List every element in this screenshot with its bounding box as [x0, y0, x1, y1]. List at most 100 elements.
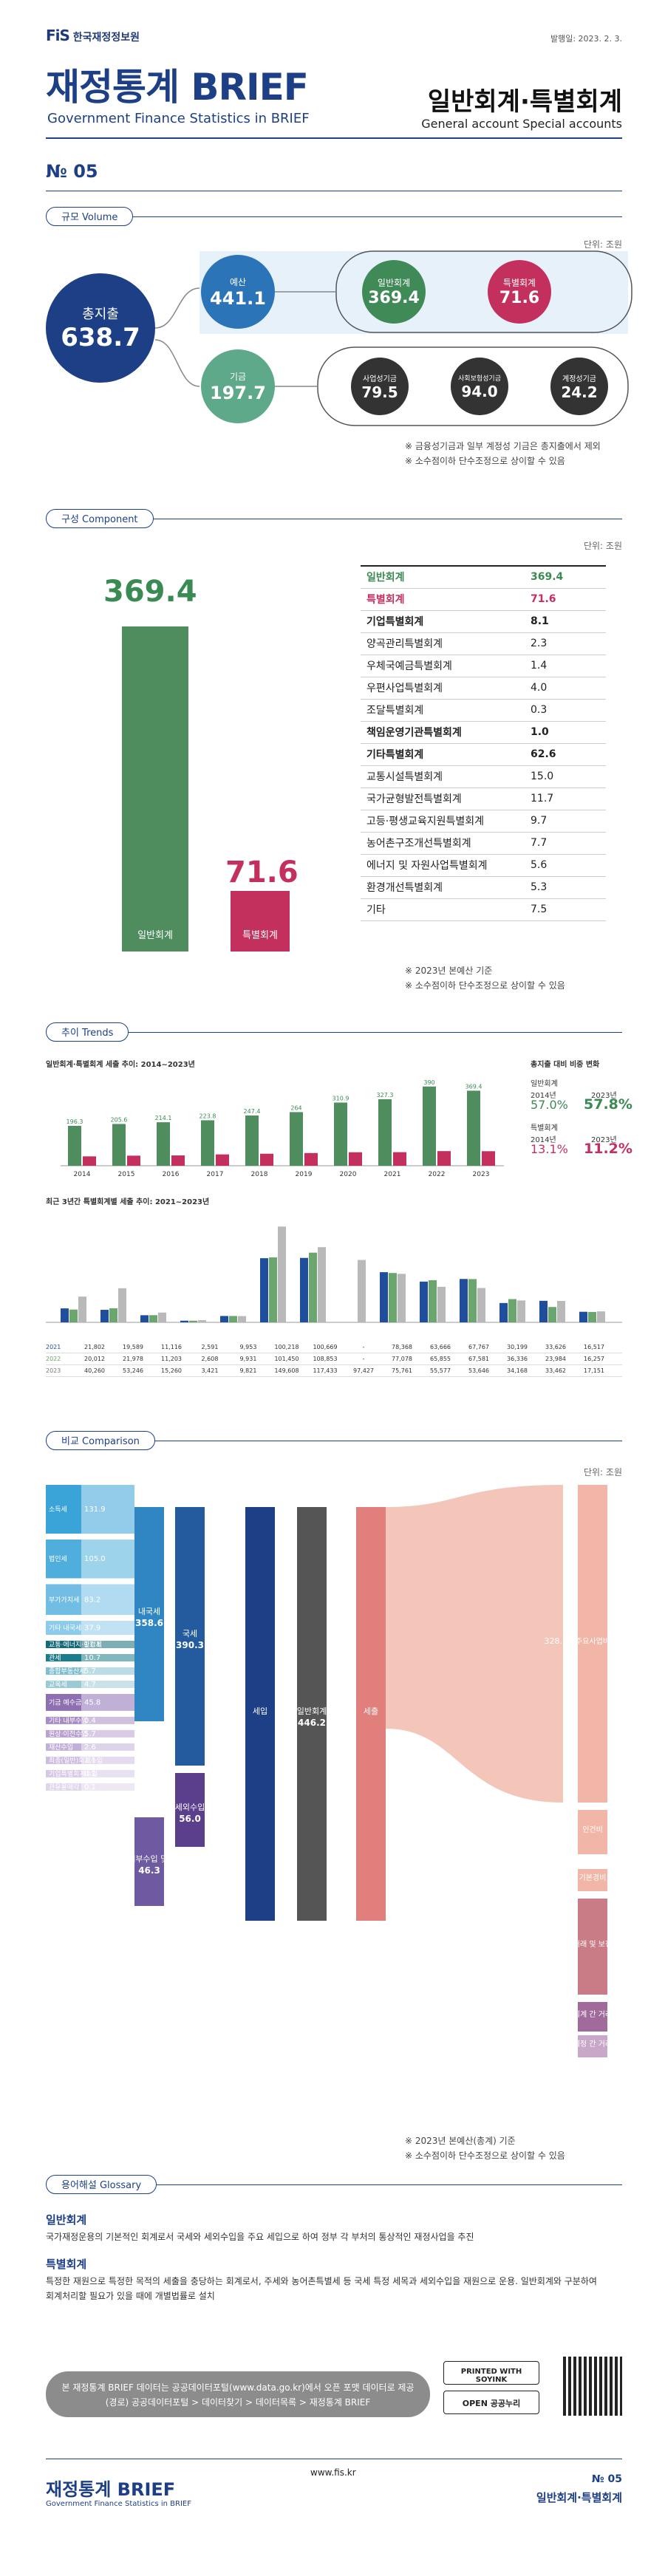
- bar-special-item: [508, 1299, 516, 1322]
- total-expenditure-circle: 총지출 638.7: [46, 273, 155, 383]
- page-title-en: Government Finance Statistics in BRIEF: [47, 111, 310, 126]
- bar-general: [122, 626, 188, 952]
- flow: [81, 1539, 134, 1579]
- open-license-badge: OPEN 공공누리: [443, 2391, 539, 2414]
- data-label: 310.9: [332, 1096, 349, 1102]
- share-y2014: 2014년: [531, 1092, 556, 1100]
- target-label: 기본경비: [579, 1873, 607, 1882]
- component-name: 일반회계: [361, 565, 525, 589]
- component-row: 교통시설특별회계 15.0: [361, 765, 606, 788]
- share-title: 총지출 대비 비중 변화: [531, 1061, 600, 1069]
- component-name: 기업특별회계: [361, 610, 525, 633]
- component-row: 기업특별회계 8.1: [361, 610, 606, 633]
- component-row: 책임운영기관특별회계 1.0: [361, 721, 606, 744]
- source-label: 기금 예수금: [49, 1698, 81, 1706]
- tick-label: 2021: [384, 1171, 401, 1178]
- middle-node: [134, 1817, 164, 1906]
- tick-label: 2016: [163, 1171, 180, 1178]
- component-table: 일반회계 369.4 특별회계 71.6 기업특별회계 8.1 양곡관리특별회계 2.3 우체국…: [361, 565, 606, 921]
- bar-special-item: [548, 1307, 556, 1322]
- table-cell: 34,168: [507, 1367, 528, 1374]
- bar-special-item: [229, 1316, 237, 1322]
- middle-value: 46.3: [138, 1865, 160, 1876]
- bar-general: [157, 1122, 170, 1166]
- tick-label: 2015: [118, 1171, 135, 1178]
- bar-general: [68, 1126, 81, 1166]
- bar-special: [216, 1154, 229, 1166]
- section-volume-title: 규모 Volume: [46, 207, 134, 226]
- table-cell: 2,591: [201, 1344, 219, 1350]
- target-node: [578, 1485, 607, 1803]
- bar-special-item: [189, 1320, 197, 1322]
- bar-special-item: [420, 1281, 428, 1322]
- target-label: 인건비: [582, 1825, 603, 1834]
- table-cell: 3,421: [201, 1367, 219, 1374]
- component-name: 교통시설특별회계: [361, 765, 525, 788]
- table-cell: 67,581: [468, 1356, 489, 1362]
- table-cell: 75,761: [392, 1367, 412, 1374]
- component-value: 71.6: [525, 588, 606, 611]
- middle-node: [356, 1507, 386, 1921]
- target-node: [578, 2035, 607, 2057]
- bar-special-item: [389, 1273, 397, 1322]
- qr-code[interactable]: [563, 2357, 622, 2416]
- component-name: 책임운영기관특별회계: [361, 721, 525, 744]
- bar-special-item: [309, 1252, 317, 1322]
- source-value: 45.8: [84, 1698, 100, 1706]
- source-value: 105.0: [84, 1555, 106, 1563]
- bar-special-item: [318, 1247, 326, 1322]
- bar-general: [112, 1124, 126, 1166]
- source-label: 법인세: [49, 1555, 67, 1563]
- component-value: 15.0: [525, 765, 606, 788]
- sankey-diagram: 소득세 131.9 법인세 105.0 부가가치세 83.2 기타 내국세 37.9 교통·에너…: [46, 1485, 622, 2057]
- bar-special-item: [238, 1316, 246, 1322]
- bar-special-item: [180, 1320, 188, 1322]
- component-value: 5.3: [525, 876, 606, 899]
- middle-node: [297, 1507, 327, 1921]
- source-node: [46, 1654, 81, 1661]
- target-label: 주요사업비: [576, 1636, 610, 1646]
- component-value: 8.1: [525, 610, 606, 633]
- data-label: 196.3: [66, 1118, 83, 1125]
- component-name: 우체국예금특별회계: [361, 655, 525, 677]
- flow: [81, 1783, 134, 1791]
- bar-special: [83, 1156, 96, 1166]
- bar-special-item: [588, 1311, 596, 1322]
- table-cell: 40,260: [84, 1367, 105, 1374]
- source-node: [46, 1539, 81, 1579]
- component-row: 농어촌구조개선특별회계 7.7: [361, 832, 606, 855]
- share-gen-from: 57.0%: [531, 1098, 568, 1112]
- component-name: 고등·평생교육지원특별회계: [361, 810, 525, 833]
- table-cell: 33,626: [545, 1344, 566, 1350]
- soyink-badge: PRINTED WITH SOYINK: [443, 2361, 539, 2385]
- component-value: 2.3: [525, 632, 606, 655]
- bar-special-item: [300, 1257, 308, 1322]
- table-cell: 108,853: [313, 1356, 338, 1362]
- source-node: [46, 1641, 81, 1648]
- source-value: 0.4: [84, 1717, 96, 1725]
- flow: [81, 1729, 134, 1738]
- footer-brand-en: Government Finance Statistics in BRIEF: [46, 2500, 191, 2508]
- table-cell: 16,257: [584, 1356, 604, 1362]
- component-row: 일반회계 369.4: [361, 565, 606, 589]
- table-cell: -: [362, 1344, 365, 1350]
- source-label: 원상·이전수입: [49, 1729, 88, 1738]
- source-value: 2.6: [84, 1743, 96, 1752]
- trend-chart1-title: 일반회계·특별회계 세출 추이: 2014~2023년: [46, 1061, 195, 1069]
- year-cell: 2021: [46, 1344, 61, 1350]
- bar-special: [393, 1152, 406, 1166]
- tick-label: 2019: [296, 1171, 313, 1178]
- source-label: 소득세: [49, 1506, 67, 1514]
- table-cell: 9,821: [239, 1367, 257, 1374]
- data-label: 205.6: [111, 1116, 128, 1123]
- bar-special-item: [597, 1311, 605, 1322]
- target-value: 38.8: [550, 1825, 568, 1834]
- footer-url[interactable]: www.fis.kr: [310, 2467, 356, 2478]
- table-cell: 55,577: [430, 1367, 451, 1374]
- bar-special: [127, 1155, 140, 1166]
- component-row: 고등·평생교육지원특별회계 9.7: [361, 810, 606, 833]
- source-label: 관유물매각: [49, 1783, 79, 1791]
- bar-special-item: [269, 1257, 277, 1322]
- middle-label: 세외수입: [175, 1803, 205, 1812]
- data-source-box: 본 재정통계 BRIEF 데이터는 공공데이터포털(www.data.go.kr…: [46, 2371, 430, 2417]
